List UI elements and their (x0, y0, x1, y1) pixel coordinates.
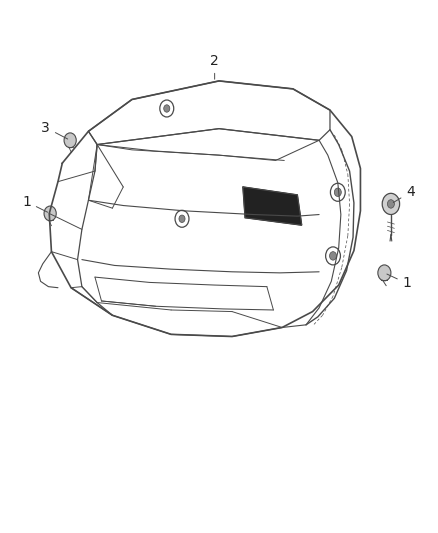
Circle shape (382, 193, 399, 215)
Text: 4: 4 (393, 185, 415, 203)
Polygon shape (243, 187, 302, 225)
Text: 2: 2 (210, 54, 219, 79)
Circle shape (64, 133, 76, 148)
Circle shape (378, 265, 391, 281)
Circle shape (179, 215, 185, 222)
Circle shape (334, 188, 341, 197)
Text: 1: 1 (22, 195, 48, 212)
Text: 1: 1 (387, 274, 411, 290)
Circle shape (329, 252, 336, 260)
Circle shape (164, 105, 170, 112)
Circle shape (388, 200, 394, 208)
Circle shape (44, 206, 56, 221)
Text: 3: 3 (42, 120, 68, 139)
